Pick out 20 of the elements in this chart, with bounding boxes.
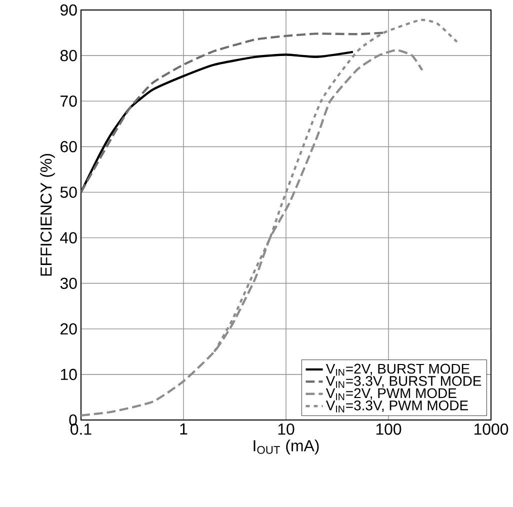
- y-tick-label: 10: [60, 368, 77, 380]
- y-tick-label: 30: [60, 278, 77, 289]
- y-tick-label: 80: [60, 50, 77, 62]
- legend-label: V$_{IN}$=2V, BURST MODE: [326, 364, 470, 376]
- y-tick-label: 40: [60, 232, 77, 244]
- y-axis-title: EFFICIENCY (%): [40, 154, 55, 276]
- x-tick-label: 1000: [474, 424, 508, 435]
- x-tick-label: 0.1: [70, 424, 92, 435]
- x-tick-label: 100: [376, 424, 402, 435]
- y-tick-label: 50: [60, 186, 77, 198]
- y-tick-label: 20: [60, 323, 77, 335]
- x-tick-label: 1: [180, 424, 188, 434]
- y-tick-label: 90: [60, 4, 77, 16]
- y-tick-label: 70: [60, 95, 77, 107]
- y-tick-label: 60: [60, 141, 77, 152]
- legend-label: V$_{IN}$=2V, PWM MODE: [326, 388, 456, 400]
- x-axis-title: I$_{OUT}$ (mA): [254, 440, 319, 454]
- legend-label: V$_{IN}$=3.3V, BURST MODE: [326, 376, 482, 388]
- x-tick-label: 10: [278, 424, 294, 435]
- legend-label: V$_{IN}$=3.3V, PWM MODE: [326, 400, 468, 412]
